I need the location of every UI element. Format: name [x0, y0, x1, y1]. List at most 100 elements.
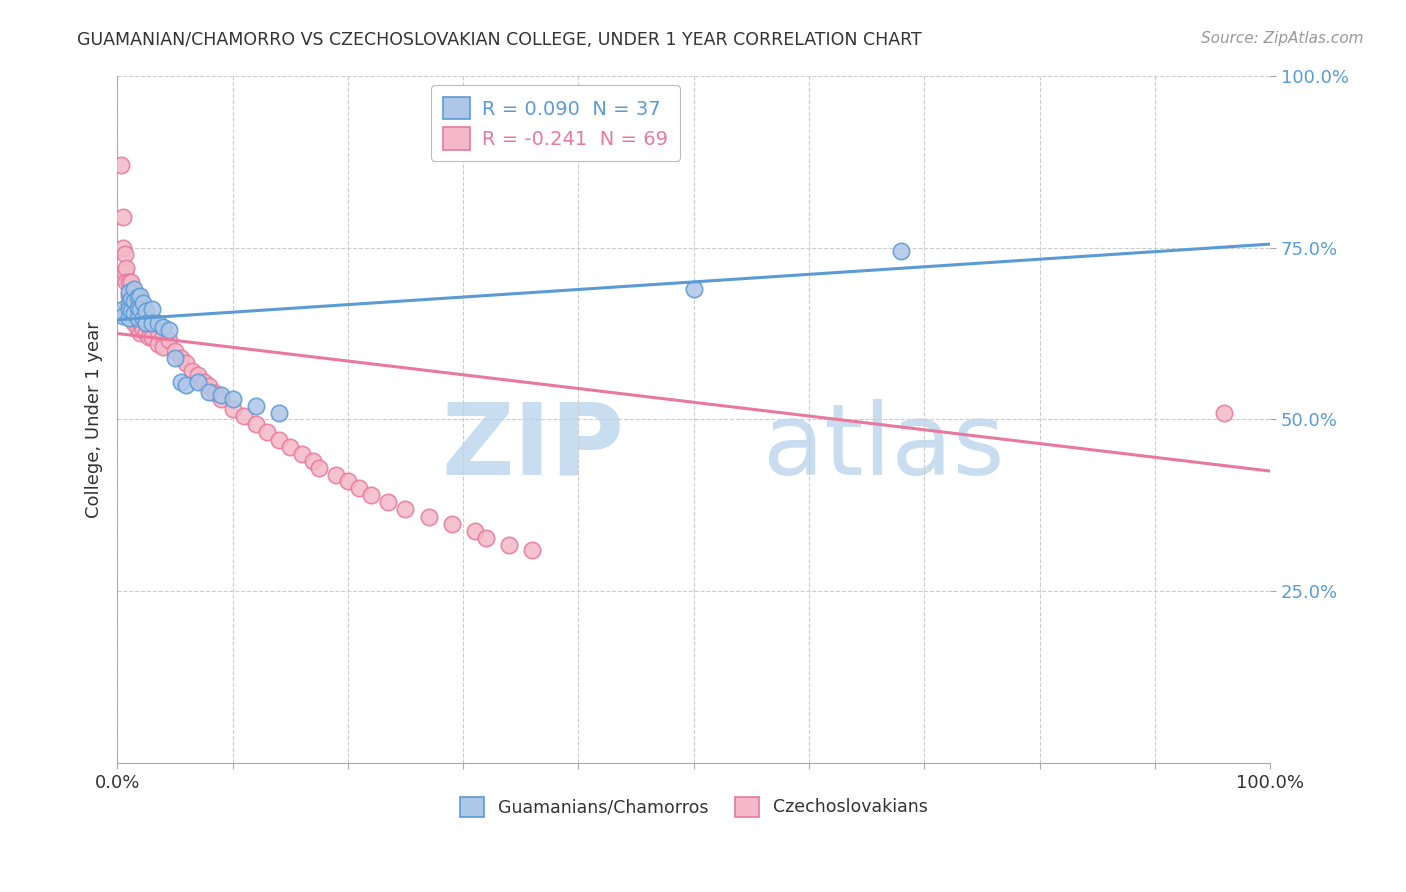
Point	[152, 340, 174, 354]
Point	[187, 375, 209, 389]
Point	[138, 330, 160, 344]
Point	[193, 375, 215, 389]
Point	[118, 302, 141, 317]
Point	[464, 524, 486, 538]
Point	[124, 294, 146, 309]
Point	[209, 388, 232, 402]
Point	[394, 502, 416, 516]
Point	[163, 343, 186, 358]
Point	[118, 285, 141, 300]
Point	[127, 321, 149, 335]
Point	[124, 306, 146, 320]
Point	[118, 310, 141, 325]
Point	[141, 330, 163, 344]
Point	[135, 315, 157, 329]
Point	[176, 356, 198, 370]
Point	[124, 282, 146, 296]
Y-axis label: College, Under 1 year: College, Under 1 year	[86, 321, 103, 518]
Point	[198, 384, 221, 399]
Point	[118, 288, 141, 302]
Point	[111, 302, 134, 317]
Text: ZIP: ZIP	[441, 399, 624, 496]
Point	[129, 302, 152, 317]
Point	[118, 299, 141, 313]
Point	[498, 538, 520, 552]
Point	[141, 319, 163, 334]
Point	[146, 325, 169, 339]
Point	[152, 328, 174, 343]
Point	[111, 306, 134, 320]
Point	[122, 302, 145, 317]
Point	[131, 321, 153, 335]
Point	[163, 351, 186, 365]
Point	[127, 299, 149, 313]
Point	[127, 290, 149, 304]
Point	[131, 295, 153, 310]
Point	[308, 460, 330, 475]
Point	[360, 488, 382, 502]
Point	[176, 378, 198, 392]
Point	[120, 288, 142, 302]
Point	[291, 447, 314, 461]
Point	[890, 244, 912, 258]
Point	[146, 316, 169, 330]
Point	[129, 288, 152, 302]
Point	[146, 336, 169, 351]
Point	[169, 375, 191, 389]
Point	[440, 517, 463, 532]
Point	[349, 481, 371, 495]
Point	[115, 261, 138, 276]
Point	[245, 399, 267, 413]
Point	[209, 392, 232, 406]
Point	[127, 310, 149, 325]
Point	[120, 292, 142, 306]
Point	[111, 210, 134, 224]
Point	[129, 315, 152, 329]
Point	[135, 303, 157, 318]
Point	[120, 302, 142, 317]
Point	[204, 386, 226, 401]
Point	[118, 310, 141, 325]
Point	[233, 409, 256, 423]
Point	[135, 326, 157, 340]
Point	[111, 310, 134, 324]
Point	[135, 316, 157, 330]
Point	[157, 334, 180, 348]
Point	[221, 402, 243, 417]
Point	[129, 302, 152, 317]
Text: Source: ZipAtlas.com: Source: ZipAtlas.com	[1201, 31, 1364, 46]
Point	[131, 310, 153, 324]
Point	[118, 295, 141, 310]
Point	[127, 301, 149, 315]
Point	[198, 379, 221, 393]
Point	[278, 440, 301, 454]
Point	[1213, 406, 1236, 420]
Point	[522, 543, 544, 558]
Legend: Guamanians/Chamorros, Czechoslovakians: Guamanians/Chamorros, Czechoslovakians	[453, 789, 935, 823]
Point	[111, 240, 134, 254]
Point	[118, 275, 141, 289]
Point	[115, 275, 138, 289]
Point	[682, 282, 704, 296]
Point	[187, 368, 209, 382]
Point	[418, 510, 440, 524]
Point	[221, 392, 243, 406]
Point	[127, 310, 149, 325]
Point	[256, 425, 278, 439]
Point	[131, 310, 153, 325]
Point	[110, 158, 132, 172]
Point	[267, 406, 290, 420]
Point	[120, 303, 142, 318]
Point	[129, 326, 152, 340]
Point	[475, 531, 498, 545]
Point	[377, 495, 399, 509]
Point	[141, 316, 163, 330]
Point	[120, 275, 142, 289]
Point	[245, 417, 267, 431]
Point	[267, 433, 290, 447]
Point	[169, 351, 191, 365]
Text: atlas: atlas	[763, 399, 1005, 496]
Point	[138, 318, 160, 332]
Point	[141, 302, 163, 317]
Point	[336, 475, 359, 489]
